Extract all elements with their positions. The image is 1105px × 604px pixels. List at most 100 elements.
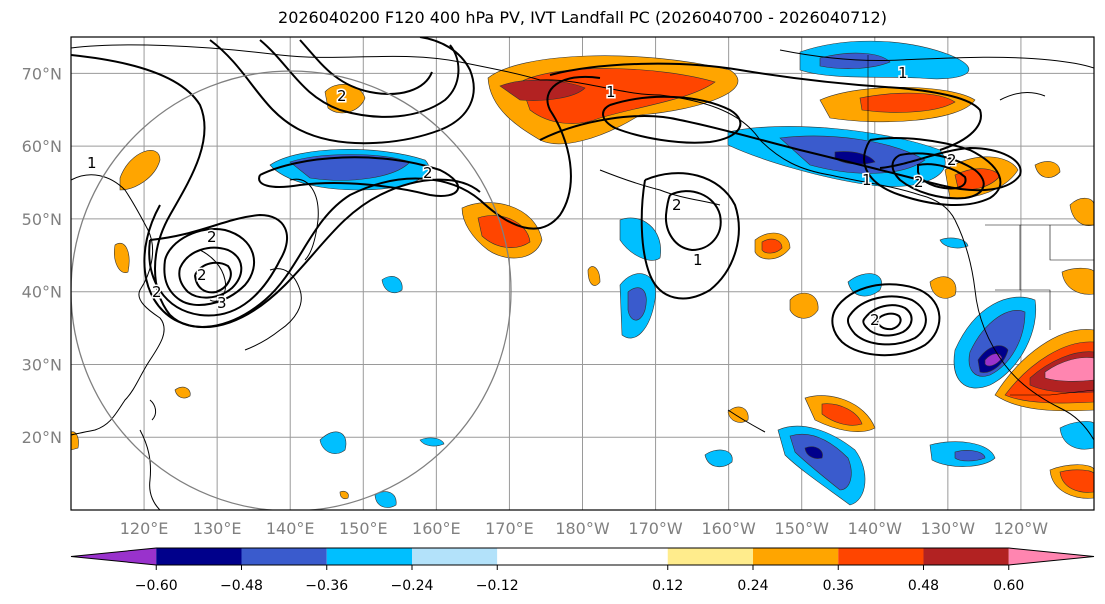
contour-siberia-2 [259,39,460,118]
contour-label: 2 [207,228,217,246]
contour-label: 2 [337,87,347,105]
pv-negative-west-right [419,437,445,447]
colorbar-tick-label: −0.36 [305,578,348,594]
contour-northwest-3 [148,213,289,317]
colorbar-tick-label: 0.12 [652,578,683,594]
pv-positive-east-mid2 [929,276,957,299]
longitude-label: 130°W [921,519,976,538]
coastline-asia [71,174,165,436]
contour-northwest-2 [143,178,481,329]
longitude-label: 170°W [628,519,683,538]
latitude-label: 70°N [22,64,62,83]
pv-negative-west-small [319,431,347,454]
contour-bering-1 [539,115,1022,192]
colorbar-tick-label: −0.60 [135,578,178,594]
longitude-label: 130°E [193,519,242,538]
pv-positive-mid-small [727,406,749,423]
contour-label-group: 2 2 2 2 3 2 2 1 2 1 2 1 1 2 1 [86,63,959,331]
colorbar-tick-label: −0.12 [476,578,519,594]
coastline-philippines [139,429,161,510]
contour-korea-2 [178,246,243,299]
pv-positive-small-e [1061,267,1094,295]
contour-gulf-1 [863,137,1002,207]
longitude-label: 160°E [412,519,461,538]
longitude-label: 150°E [339,519,388,538]
pv-positive-siberia [324,84,366,114]
pv-negative-west-mid [381,276,403,293]
longitude-label: 160°W [701,519,756,538]
border-state-b [1049,225,1094,261]
contour-bering-3 [549,62,982,151]
latitude-label: 50°N [22,210,62,229]
pv-positive-subtropic-core [821,403,863,426]
colorbar-extend-low [71,548,157,565]
longitude-label: 120°E [120,519,169,538]
contour-east-3 [862,304,913,337]
longitude-labels: 120°E 130°E 140°E 150°E 160°E 170°E 180°W 170°W… [120,519,1049,538]
contour-label: 1 [87,154,97,172]
coastline-arctic [779,49,1094,69]
contour-mid-2 [664,190,722,252]
pv-negative-central-core [627,287,647,321]
pv-positive-hawaii-n-core [761,238,783,254]
longitude-label: 150°W [775,519,830,538]
longitude-label: 140°E [266,519,315,538]
ivt-contours [71,37,1022,357]
colorbar-tick-label: −0.24 [391,578,434,594]
contour-label: 3 [217,294,227,312]
contour-label: 2 [947,151,957,169]
contour-label: 1 [898,64,908,82]
coastline-alaska [539,79,956,221]
contour-siberia-3 [299,39,433,95]
coastline-alaska-chain [599,169,721,206]
contour-northwest-1 [71,54,601,328]
contour-gulf-3 [917,163,967,190]
coastline-hudson [999,92,1046,101]
longitude-label: 170°E [485,519,534,538]
contour-label: 2 [423,164,433,182]
colorbar-segment [326,548,412,565]
border-state-a [1019,225,1051,330]
pv-shading [71,40,1094,508]
contour-label: 2 [197,266,207,284]
pv-positive-canada-core [859,92,956,113]
pv-positive-hk [71,431,79,451]
pv-negative-arctic-core [819,52,891,69]
colorbar-segment [241,548,327,565]
colorbar-segment [667,548,753,565]
contour-label: 2 [152,283,162,301]
contour-east-1 [831,283,941,357]
pv-positive-small-c [1034,161,1061,178]
colorbar-segment [412,548,498,565]
pv-negative-west-bottom [374,491,397,508]
coastline-hawaii [727,409,766,433]
contour-bering-2 [602,95,742,144]
contour-gulf-2 [891,152,985,200]
latitude-labels: 70°N 60°N 50°N 40°N 30°N 20°N [22,64,62,447]
contour-east-2 [846,295,927,346]
contour-mid-1 [640,172,740,300]
colorbar-tick-label: 0.24 [737,578,768,594]
contour-okhotsk [258,156,460,197]
colorbar-segment [923,548,1009,565]
contour-label: 2 [870,311,880,329]
colorbar-segment [497,548,668,565]
coastline-korea [199,249,227,302]
colorbar-tick-label: 0.36 [823,578,854,594]
contour-label: 1 [862,171,872,189]
contour-label: 2 [672,196,682,214]
pv-positive-south-east-core [1059,469,1094,493]
longitude-label: 140°W [848,519,903,538]
colorbar-tick-label: 0.48 [908,578,939,594]
pv-negative-north-central [619,217,661,261]
contour-label: 2 [914,173,924,191]
pv-positive-tiny [339,490,349,500]
pv-positive-southwest-max [1044,357,1094,382]
pv-negative-hawaii-s-core [954,450,986,462]
pv-positive-small-b [587,266,601,286]
latitude-label: 30°N [22,355,62,374]
map-title: 2026040200 F120 400 hPa PV, IVT Landfall… [278,8,887,27]
border-us-mexico [1010,389,1094,396]
pv-positive-west [119,150,161,191]
